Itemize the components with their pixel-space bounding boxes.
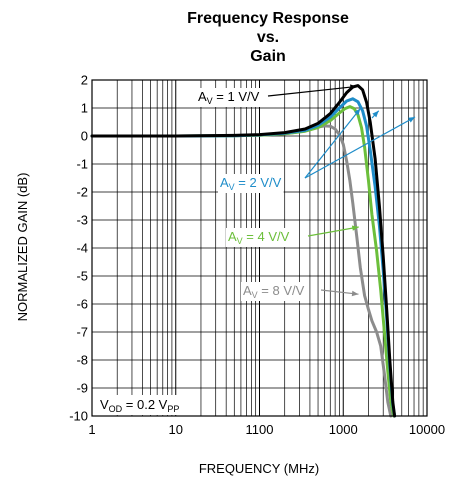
y-tick-label: -3: [76, 213, 88, 228]
y-tick-label: 1: [81, 101, 88, 116]
chart-title-line-2: vs.: [257, 29, 279, 46]
y-tick-label: -1: [76, 157, 88, 172]
x-tick-label: 1100: [246, 422, 274, 437]
annotation-av-8: AV = 8 V/V: [243, 283, 305, 300]
y-tick-label: -9: [76, 381, 88, 396]
annotation-av-2: AV = 2 V/V: [220, 175, 282, 192]
series-line-av-4: [90, 105, 396, 418]
x-tick-label: 10: [169, 422, 183, 437]
y-tick-label: -2: [76, 185, 88, 200]
arrow-av-1-line: [267, 85, 357, 97]
annotation-av-1-background: [196, 88, 262, 107]
y-tick-label: -5: [76, 269, 88, 284]
arrow-av-2-a-line: [304, 108, 361, 179]
annotation-av-1: AV = 1 V/V: [198, 89, 260, 106]
series-line-av-1: [90, 84, 397, 418]
annotation-av-4: AV = 4 V/V: [228, 229, 290, 246]
series-line-av-8: [90, 124, 393, 418]
plot-frame: [91, 79, 428, 417]
arrow-av-4-head: [351, 225, 359, 231]
y-tick-label: -6: [76, 297, 88, 312]
annotation-av-8-background: [241, 282, 307, 301]
arrow-av-2-a-head: [354, 108, 361, 116]
x-tick-label: 10000: [409, 422, 445, 437]
arrow-av-4-line: [307, 226, 359, 237]
arrow-av-2-c-head: [372, 110, 379, 118]
annotation-av-4-background: [226, 228, 292, 247]
x-tick-label: 1000: [329, 422, 358, 437]
conditions-background: [93, 395, 187, 415]
y-tick-label: -10: [69, 409, 88, 424]
y-tick-label: -7: [76, 325, 88, 340]
series-line-av-2: [90, 97, 397, 418]
annotation-av-2-background: [218, 174, 284, 193]
y-axis-label: NORMALIZED GAIN (dB): [15, 173, 30, 322]
y-tick-label: -8: [76, 353, 88, 368]
series-lines: [90, 84, 397, 418]
chart-title-line-3: Gain: [250, 48, 286, 65]
y-tick-label: 0: [81, 129, 88, 144]
y-tick-labels: 2 1 0 -1 -2 -3 -4 -5 -6 -7 -8 -9 -10: [69, 73, 88, 424]
conditions-label: VOD = 0.2 VPP: [100, 397, 179, 414]
y-tick-label: 2: [81, 73, 88, 88]
arrow-av-2-b-line: [304, 116, 416, 179]
chart-title-line-1: Frequency Response: [187, 10, 349, 27]
arrow-av-1-head: [350, 84, 357, 90]
x-tick-label: 1: [88, 422, 95, 437]
y-tick-label: -4: [76, 241, 88, 256]
arrow-av-2-b-head: [408, 117, 415, 123]
arrow-av-8-head: [351, 290, 359, 297]
series-annotations: AV = 1 V/V AV = 2 V/V AV = 4 V/V AV = 8 V/V…: [93, 84, 416, 415]
x-axis-label: FREQUENCY (MHz): [199, 461, 319, 476]
x-tick-labels: 1 10 1100 1000 10000: [88, 422, 445, 437]
